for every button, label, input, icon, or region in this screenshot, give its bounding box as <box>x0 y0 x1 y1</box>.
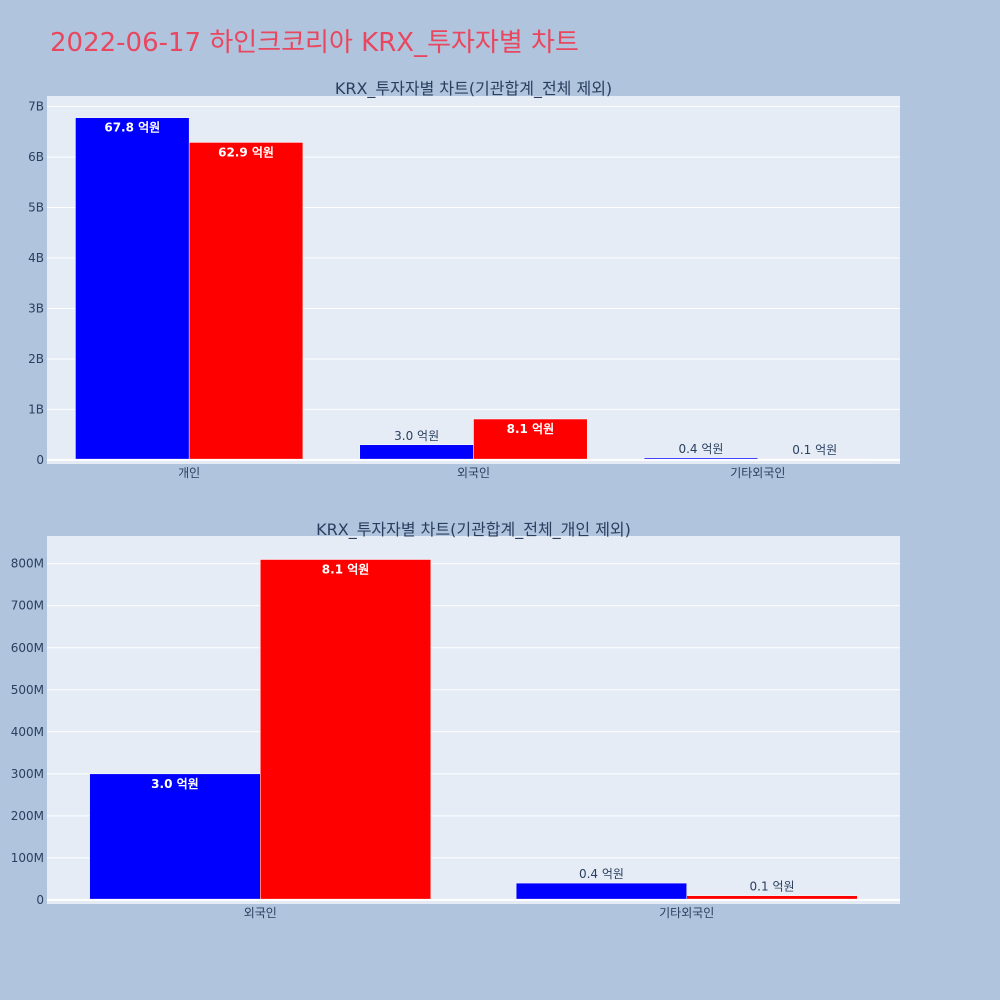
chart1-ytick-label: 0 <box>36 453 44 467</box>
chart2-bar <box>89 773 261 901</box>
chart2-bar-label: 0.4 억원 <box>579 867 624 881</box>
chart2-title: KRX_투자자별 차트(기관합계_전체_개인 제외) <box>316 520 631 540</box>
chart2-bar-label: 3.0 억원 <box>151 777 199 791</box>
chart2-bar-label: 0.1 억원 <box>750 880 795 894</box>
chart1-bar-label: 0.1 억원 <box>792 443 837 457</box>
chart2-ytick-label: 300M <box>11 767 44 781</box>
chart1-xtick-label: 기타외국인 <box>730 466 785 480</box>
chart1-bar-label: 62.9 억원 <box>218 145 274 159</box>
chart1-ytick-label: 4B <box>28 251 44 265</box>
chart1-bar <box>75 117 190 461</box>
chart2-ytick-label: 700M <box>11 599 44 613</box>
chart2-bar <box>515 882 688 901</box>
chart1-ytick-label: 5B <box>28 201 44 215</box>
page-title: 2022-06-17 하인크코리아 KRX_투자자별 차트 <box>50 28 579 58</box>
chart2-bar-label: 8.1 억원 <box>322 562 370 576</box>
chart2-ytick-label: 100M <box>11 851 44 865</box>
chart1-xtick-label: 개인 <box>178 466 200 480</box>
chart1-ytick-label: 7B <box>28 100 44 114</box>
chart2-ytick-label: 0 <box>36 893 44 907</box>
chart1-bar-label: 0.4 억원 <box>678 442 723 456</box>
chart1-bar <box>188 142 304 461</box>
chart2-xtick-label: 기타외국인 <box>659 906 714 920</box>
chart1-bar-label: 8.1 억원 <box>507 422 555 436</box>
chart1-bar <box>359 444 474 461</box>
chart2-ytick-label: 800M <box>11 557 44 571</box>
chart2-ytick-label: 400M <box>11 725 44 739</box>
chart1-bar-label: 67.8 억원 <box>104 121 160 135</box>
chart1-bar <box>473 418 588 461</box>
chart1-bar-label: 3.0 억원 <box>394 429 439 443</box>
chart1-xtick-label: 외국인 <box>457 466 490 480</box>
chart1-ytick-label: 3B <box>28 301 44 315</box>
chart2-xtick-label: 외국인 <box>244 906 277 920</box>
chart1-title: KRX_투자자별 차트(기관합계_전체 제외) <box>335 79 612 99</box>
chart2-ytick-label: 600M <box>11 641 44 655</box>
chart2-ytick-label: 500M <box>11 683 44 697</box>
chart1-ytick-label: 2B <box>28 352 44 366</box>
chart1-ytick-label: 6B <box>28 150 44 164</box>
chart1-ytick-label: 1B <box>28 402 44 416</box>
chart2-bar <box>260 559 432 901</box>
chart2-ytick-label: 200M <box>11 809 44 823</box>
